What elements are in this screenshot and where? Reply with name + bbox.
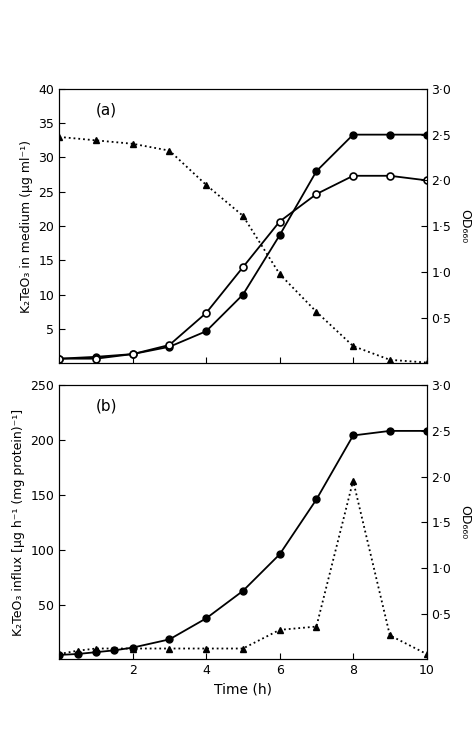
X-axis label: Time (h): Time (h): [214, 683, 272, 697]
Y-axis label: K₂TeO₃ influx [µg h⁻¹ (mg protein)⁻¹]: K₂TeO₃ influx [µg h⁻¹ (mg protein)⁻¹]: [12, 409, 25, 636]
Y-axis label: K₂TeO₃ in medium (µg ml⁻¹): K₂TeO₃ in medium (µg ml⁻¹): [20, 139, 33, 313]
Y-axis label: OD₆₆₀: OD₆₆₀: [458, 505, 471, 539]
Text: (b): (b): [96, 399, 118, 414]
Y-axis label: OD₆₆₀: OD₆₆₀: [458, 209, 471, 243]
Text: (a): (a): [96, 103, 117, 118]
